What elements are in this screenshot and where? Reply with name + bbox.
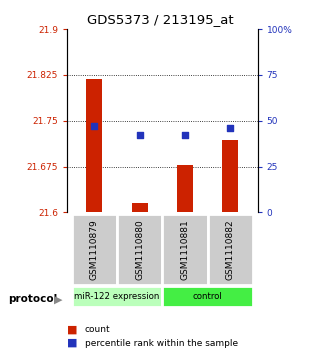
Text: control: control xyxy=(193,292,223,301)
Text: ■: ■ xyxy=(67,324,78,334)
Bar xyxy=(72,286,163,307)
Point xyxy=(182,132,188,138)
Bar xyxy=(208,214,253,285)
Text: GSM1110879: GSM1110879 xyxy=(90,219,99,280)
Text: percentile rank within the sample: percentile rank within the sample xyxy=(85,339,238,347)
Text: GSM1110881: GSM1110881 xyxy=(180,219,189,280)
Point xyxy=(137,132,142,138)
Text: GSM1110880: GSM1110880 xyxy=(135,219,144,280)
Point xyxy=(228,125,233,131)
Text: miR-122 expression: miR-122 expression xyxy=(74,292,160,301)
Bar xyxy=(163,214,208,285)
Bar xyxy=(117,214,162,285)
Bar xyxy=(72,214,117,285)
Text: GDS5373 / 213195_at: GDS5373 / 213195_at xyxy=(87,13,233,26)
Bar xyxy=(86,79,102,212)
Text: ▶: ▶ xyxy=(54,294,62,305)
Text: GSM1110882: GSM1110882 xyxy=(226,219,235,280)
Bar xyxy=(132,203,148,212)
Text: protocol: protocol xyxy=(8,294,57,305)
Text: count: count xyxy=(85,325,110,334)
Bar xyxy=(163,286,253,307)
Bar xyxy=(177,165,193,212)
Point xyxy=(92,123,97,129)
Bar xyxy=(222,140,238,212)
Text: ■: ■ xyxy=(67,338,78,348)
